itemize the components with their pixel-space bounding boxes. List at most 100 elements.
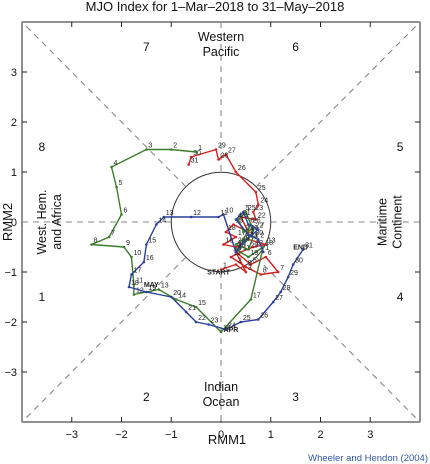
data-point: [107, 235, 111, 239]
data-point: [157, 288, 161, 291]
data-point-label: 22: [258, 213, 266, 220]
data-point-label: 25: [258, 185, 266, 192]
data-point: [257, 238, 260, 241]
data-point-label: 5: [245, 205, 249, 212]
data-point-label: 14: [250, 233, 258, 240]
data-point-label: 10: [133, 250, 141, 257]
data-point-label: 26: [238, 165, 246, 172]
data-point-label: 29: [250, 243, 258, 250]
data-point: [130, 255, 133, 259]
data-point: [271, 300, 275, 304]
region-label-line: Pacific: [203, 45, 240, 59]
phase-divider-line: [255, 256, 421, 423]
data-point-label: 26: [260, 313, 268, 320]
y-tick-label: −1: [4, 267, 17, 279]
data-point-label: 14: [158, 218, 166, 225]
data-point-label: 20: [238, 243, 246, 250]
data-point-label: 29: [290, 270, 298, 277]
data-point-label: 21: [188, 305, 196, 312]
data-point-label: 15: [198, 300, 206, 307]
data-point-label: 20: [173, 290, 181, 297]
data-point-label: 7: [111, 230, 115, 237]
phase-label: 5: [397, 140, 404, 154]
data-point-label: 10: [225, 208, 233, 215]
data-point-label: 15: [148, 238, 156, 245]
data-point: [242, 210, 245, 214]
data-point: [257, 228, 260, 231]
x-tick-label: −3: [65, 429, 78, 441]
data-point-label: 9: [126, 240, 130, 247]
data-point: [145, 290, 148, 294]
data-point: [224, 153, 228, 156]
data-point-label: 27: [275, 295, 283, 302]
x-tick-label: 1: [268, 429, 274, 441]
data-point: [224, 328, 228, 331]
region-label-line: Western: [198, 30, 244, 44]
data-point: [229, 255, 233, 259]
region-label-line: Ocean: [203, 395, 240, 409]
data-point-label: 17: [133, 268, 141, 275]
data-point: [234, 263, 238, 266]
data-point-label: 4: [238, 245, 242, 252]
data-point: [189, 155, 193, 159]
data-point: [259, 273, 263, 276]
data-point-label: 23: [245, 225, 253, 232]
x-tick-label: −1: [165, 429, 178, 441]
data-point: [132, 283, 136, 286]
data-point: [174, 298, 178, 301]
data-point: [286, 275, 290, 279]
data-point: [234, 245, 238, 249]
data-point: [234, 218, 238, 221]
data-point: [115, 185, 118, 189]
data-point: [194, 320, 198, 324]
data-point: [232, 223, 235, 226]
x-tick-label: 3: [367, 429, 373, 441]
data-point-label: 4: [114, 160, 118, 167]
data-point: [242, 230, 245, 234]
phase-divider-line: [21, 256, 187, 423]
data-point: [214, 148, 218, 151]
data-point: [254, 190, 258, 194]
data-point: [261, 245, 265, 249]
data-point: [234, 243, 238, 246]
data-point-label: 10: [233, 250, 241, 257]
annotation-label: APR: [224, 327, 239, 334]
region-label-line: and Africa: [50, 194, 64, 250]
data-point-label: 21: [250, 233, 258, 240]
annotation-label: END: [293, 245, 308, 252]
data-point: [252, 210, 255, 214]
data-point-label: 6: [250, 218, 254, 225]
data-point: [264, 243, 268, 246]
data-point: [130, 273, 133, 276]
data-point: [184, 310, 188, 314]
data-point-label: 26: [253, 218, 261, 225]
data-point-label: 2: [260, 233, 264, 240]
data-point: [142, 260, 146, 264]
chart-title: MJO Index for 1–Mar–2018 to 31–May–2018: [86, 0, 345, 14]
data-point: [194, 305, 198, 309]
data-point-label: 13: [161, 283, 169, 290]
data-point-label: 20: [250, 225, 258, 232]
data-point-label: 23: [255, 205, 263, 212]
x-axis-label: RMM1: [208, 432, 246, 447]
data-point-label: 30: [295, 258, 303, 265]
data-point-label: 6: [268, 250, 272, 257]
data-point-label: 25: [248, 205, 256, 212]
data-point: [187, 163, 190, 166]
data-point-label: 12: [193, 210, 201, 217]
data-point: [279, 290, 283, 294]
data-point: [120, 213, 123, 216]
data-point-label: 18: [228, 225, 236, 232]
data-point-label: 28: [283, 285, 291, 292]
data-point: [247, 248, 250, 251]
data-point: [237, 218, 240, 221]
phase-label: 1: [39, 290, 46, 304]
unit-circle: [170, 171, 272, 273]
data-point: [219, 330, 223, 334]
region-label-line: Indian: [204, 380, 238, 394]
phase-divider-line: [255, 21, 421, 188]
